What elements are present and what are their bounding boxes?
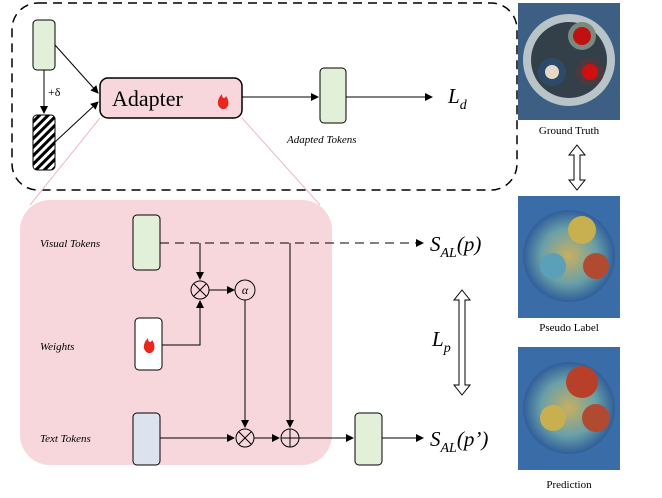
symbol: S <box>430 427 441 451</box>
subscript: d <box>460 98 468 113</box>
adapted-tokens-label: Adapted Tokens <box>286 134 357 146</box>
pseudo-label-image <box>518 196 620 318</box>
subscript: AL <box>440 441 458 456</box>
visual-tokens-label: Visual Tokens <box>40 238 100 250</box>
ground-truth-image <box>518 3 620 120</box>
adapter-label: Adapter <box>112 86 184 111</box>
caption: Ground Truth <box>539 125 600 137</box>
symbol: S <box>430 232 441 256</box>
text-tokens-label: Text Tokens <box>40 433 91 445</box>
score-p-prime: SAL(p’) <box>430 427 488 456</box>
adapted-token-box <box>320 68 346 123</box>
loss-d: Ld <box>447 84 468 113</box>
perturbation-label: +δ <box>48 85 61 99</box>
argument: (p) <box>457 232 482 256</box>
arrow <box>55 45 98 93</box>
text-token-box <box>133 413 160 465</box>
weights-label: Weights <box>40 341 74 353</box>
zoom-line <box>242 118 320 205</box>
diagram: +δ Adapter Adapted Tokens Ld Visual Toke… <box>0 0 662 498</box>
score-p: SAL(p) <box>430 232 481 261</box>
arrow <box>55 102 98 142</box>
alpha-label: α <box>242 283 249 297</box>
symbol: L <box>431 327 444 351</box>
caption: Pseudo Label <box>539 322 599 334</box>
symbol: L <box>447 84 460 108</box>
loss-p: Lp <box>431 327 451 356</box>
output-token-box <box>355 413 382 465</box>
perturbed-token-box <box>33 115 55 170</box>
double-arrow <box>454 290 470 395</box>
visual-token-box <box>133 215 160 270</box>
argument: (p’) <box>457 427 488 451</box>
token-box <box>33 20 55 70</box>
subscript: p <box>443 341 451 356</box>
prediction-image <box>518 347 620 470</box>
caption: Prediction <box>546 479 592 491</box>
double-arrow <box>569 145 585 190</box>
subscript: AL <box>440 246 458 261</box>
